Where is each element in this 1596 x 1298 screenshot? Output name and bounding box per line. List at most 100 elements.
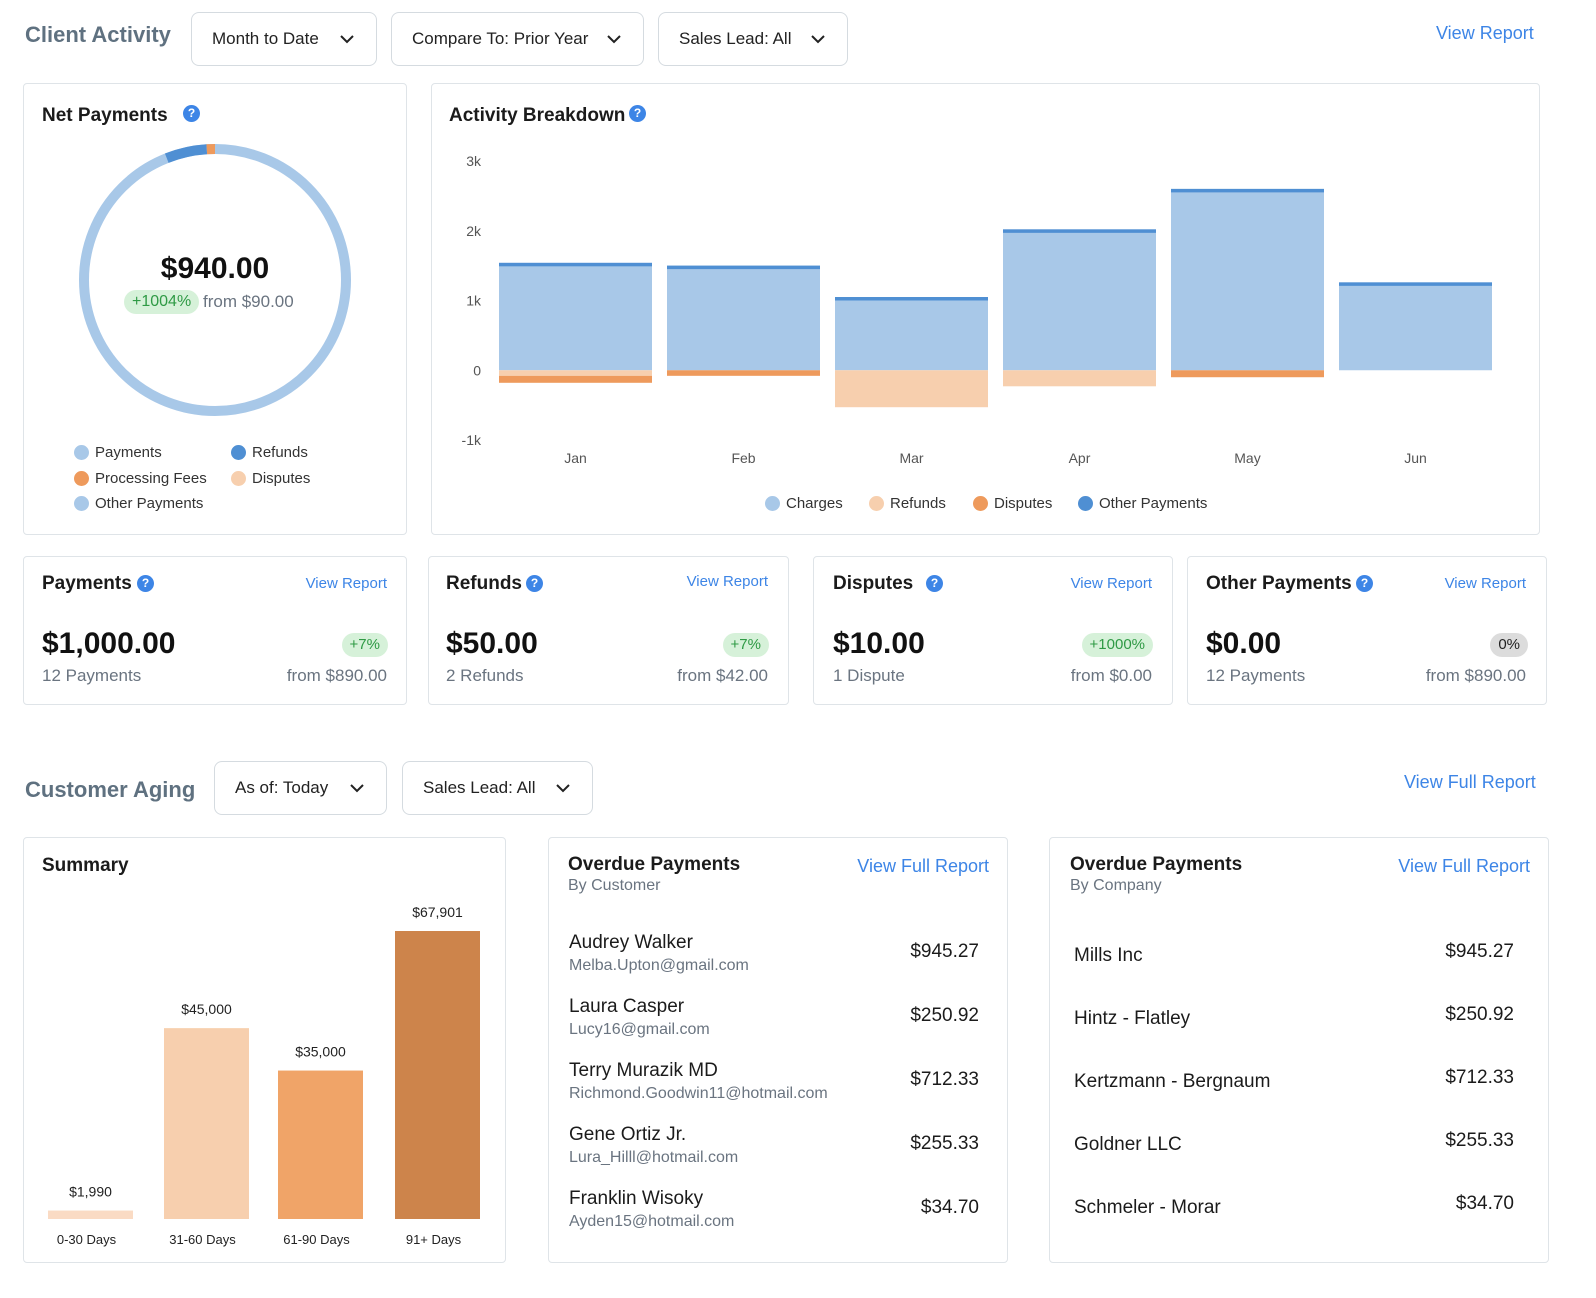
sales-lead-label: Sales Lead: All <box>423 778 536 797</box>
company-name: Goldner LLC <box>1074 1134 1182 1155</box>
bar-value-label: $35,000 <box>295 1044 346 1060</box>
net-payments-card: Net Payments ? $940.00 +1004% from $90.0… <box>23 83 407 535</box>
bar-disputes <box>1171 370 1324 378</box>
x-tick-label: 31-60 Days <box>169 1232 236 1247</box>
kpi-from: from $0.00 <box>1070 666 1152 685</box>
payments-dot-icon <box>74 445 89 460</box>
compare-to-dropdown[interactable]: Compare To: Prior Year <box>391 12 644 66</box>
overdue-amount: $34.70 <box>1455 1193 1514 1214</box>
company-name: Schmeler - Morar <box>1074 1197 1221 1218</box>
help-icon[interactable]: ? <box>1356 575 1373 592</box>
charges-dot-icon <box>765 496 780 511</box>
bar-refunds <box>499 370 652 376</box>
view-report-link[interactable]: View Report <box>1436 23 1534 43</box>
bar-charges <box>667 265 820 371</box>
customer-email: Richmond.Goodwin11@hotmail.com <box>569 1085 828 1102</box>
aging-sales-lead-dropdown[interactable]: Sales Lead: All <box>402 761 593 815</box>
refunds-dot-icon <box>869 496 884 511</box>
x-tick-label: May <box>1234 450 1260 466</box>
kpi-title: Payments <box>42 573 132 594</box>
view-report-link[interactable]: View Report <box>1070 575 1152 592</box>
customer-email: Lura_Hilll@hotmail.com <box>569 1149 739 1166</box>
chevron-down-icon <box>350 784 364 793</box>
overdue-company-title: Overdue Payments <box>1070 854 1243 875</box>
help-icon[interactable]: ? <box>526 575 543 592</box>
overdue-amount: $34.70 <box>920 1197 979 1218</box>
activity-breakdown-title: Activity Breakdown <box>449 105 626 126</box>
customer-email: Ayden15@hotmail.com <box>569 1213 735 1230</box>
kpi-from: from $890.00 <box>1425 666 1526 685</box>
sales-lead-dropdown[interactable]: Sales Lead: All <box>658 12 848 66</box>
customer-name: Terry Murazik MD <box>569 1060 718 1081</box>
kpi-value: $50.00 <box>446 627 538 660</box>
chevron-down-icon <box>811 35 825 44</box>
y-tick-label: 2k <box>466 223 482 239</box>
bar-value-label: $45,000 <box>181 1001 232 1017</box>
legend-other-payments: Other Payments <box>1078 495 1207 512</box>
y-tick-label: 3k <box>466 153 482 169</box>
x-tick-label: Jan <box>564 450 587 466</box>
overdue-amount: $712.33 <box>1445 1067 1514 1088</box>
overdue-customer-subtitle: By Customer <box>568 877 661 894</box>
date-range-dropdown[interactable]: Month to Date <box>191 12 377 66</box>
kpi-from: from $890.00 <box>286 666 387 685</box>
view-report-link[interactable]: View Report <box>686 573 768 590</box>
legend-label: Other Payments <box>95 495 204 512</box>
kpi-value: $0.00 <box>1206 627 1282 660</box>
legend-processing-fees: Processing Fees <box>74 470 207 487</box>
as-of-dropdown[interactable]: As of: Today <box>214 761 387 815</box>
help-icon[interactable]: ? <box>183 105 200 122</box>
bar-refunds <box>1003 370 1156 387</box>
view-report-link[interactable]: View Report <box>305 575 387 592</box>
overdue-amount: $250.92 <box>1445 1004 1514 1025</box>
kpi-change-badge: +7% <box>341 633 388 657</box>
legend-label: Charges <box>786 495 843 512</box>
kpi-change-badge: +7% <box>722 633 769 657</box>
kpi-count: 2 Refunds <box>446 666 524 685</box>
aging-bar <box>395 931 480 1219</box>
x-tick-label: 0-30 Days <box>57 1232 117 1247</box>
compare-to-label: Compare To: Prior Year <box>412 29 589 48</box>
aging-bar <box>48 1210 133 1219</box>
view-full-report-link[interactable]: View Full Report <box>1398 856 1530 876</box>
kpi-count: 1 Dispute <box>833 666 905 685</box>
aging-bar <box>164 1028 249 1219</box>
bar-disputes <box>499 375 652 383</box>
legend-label: Disputes <box>252 470 311 487</box>
summary-aging-chart: $1,990 0-30 Days $45,000 31-60 Days $35,000 6… <box>48 904 480 1247</box>
summary-title: Summary <box>42 855 129 876</box>
bar-value-label: $67,901 <box>412 904 463 920</box>
overdue-amount: $255.33 <box>910 1133 979 1154</box>
other-payments-dot-icon <box>74 496 89 511</box>
chevron-down-icon <box>607 35 621 44</box>
customer-name: Audrey Walker <box>569 932 693 953</box>
x-tick-label: 91+ Days <box>406 1232 462 1247</box>
donut-refunds-arc <box>164 144 208 163</box>
legend-label: Payments <box>95 444 162 461</box>
help-icon[interactable]: ? <box>629 105 646 122</box>
x-tick-label: Apr <box>1069 450 1091 466</box>
customer-aging-title: Customer Aging <box>25 777 196 802</box>
bar-other-payments <box>667 265 820 270</box>
kpi-card-refunds: Refunds ? View Report $50.00 +7% 2 Refun… <box>428 556 789 705</box>
x-tick-label: Jun <box>1404 450 1427 466</box>
overdue-amount: $250.92 <box>910 1005 979 1026</box>
activity-breakdown-chart: 3k 2k 1k 0 -1k Jan Feb Mar Apr May Jun <box>462 153 1492 466</box>
kpi-card-payments: Payments ? View Report $1,000.00 +7% 12 … <box>23 556 407 705</box>
legend-label: Other Payments <box>1099 495 1208 512</box>
chevron-down-icon <box>556 784 570 793</box>
bar-other-payments <box>499 262 652 267</box>
kpi-card-disputes: Disputes ? View Report $10.00 +1000% 1 D… <box>813 556 1173 705</box>
chevron-down-icon <box>340 35 354 44</box>
view-full-report-link[interactable]: View Full Report <box>857 856 989 876</box>
net-payments-total: $940.00 <box>160 252 270 285</box>
view-full-report-link[interactable]: View Full Report <box>1404 772 1536 792</box>
help-icon[interactable]: ? <box>926 575 943 592</box>
view-report-link[interactable]: View Report <box>1444 575 1526 592</box>
bar-charges <box>835 297 988 371</box>
overdue-amount: $945.27 <box>1445 941 1514 962</box>
help-icon[interactable]: ? <box>137 575 154 592</box>
net-payments-title: Net Payments <box>42 105 168 126</box>
disputes-dot-icon <box>973 496 988 511</box>
kpi-value: $1,000.00 <box>42 627 176 660</box>
